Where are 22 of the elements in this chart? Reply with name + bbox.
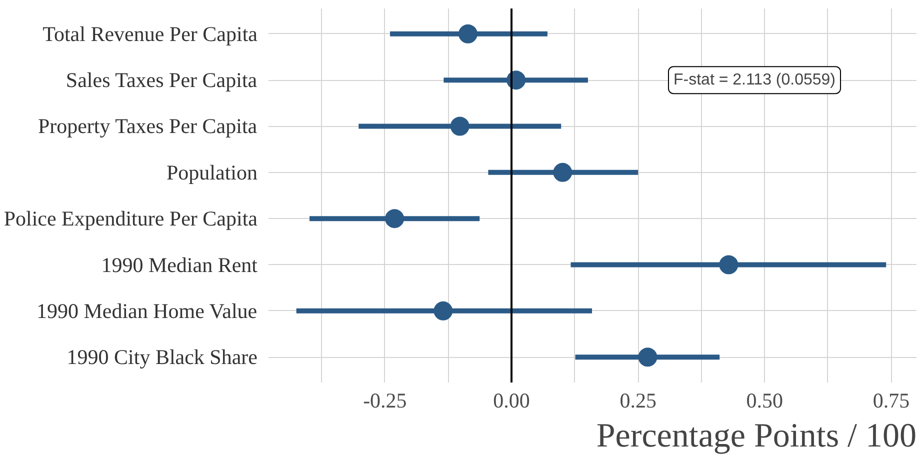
point <box>719 255 738 274</box>
point <box>638 348 658 367</box>
x-tick-label: 0.00 <box>493 388 530 412</box>
y-tick-label: 1990 Median Rent <box>101 252 258 277</box>
y-tick-label: Property Taxes Per Capita <box>38 114 258 138</box>
y-tick-label: 1990 City Black Share <box>66 345 258 370</box>
x-tick-label: -0.25 <box>363 388 407 412</box>
x-tick-label: 0.25 <box>620 388 656 412</box>
point <box>553 162 572 182</box>
y-tick-label: Total Revenue Per Capita <box>42 22 258 46</box>
point <box>434 301 453 320</box>
annotation: F-stat = 2.113 (0.0559) <box>673 72 836 89</box>
point <box>450 116 470 136</box>
y-tick-label: Police Expenditure Per Capita <box>4 206 258 231</box>
x-axis-title: Percentage Points / 100 <box>596 418 917 454</box>
y-tick-label: Population <box>166 160 258 184</box>
y-tick-label: Sales Taxes Per Capita <box>66 68 258 92</box>
x-tick-label: 0.75 <box>872 388 910 412</box>
x-tick-label: 0.50 <box>746 388 783 412</box>
point <box>458 24 478 44</box>
y-tick-label: 1990 Median Home Value <box>36 298 258 323</box>
point <box>385 209 404 228</box>
